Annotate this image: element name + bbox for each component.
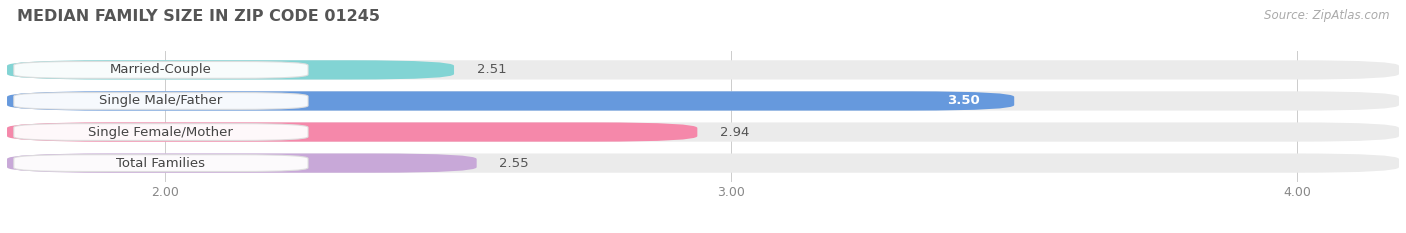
Text: Single Male/Father: Single Male/Father: [100, 94, 222, 107]
FancyBboxPatch shape: [7, 122, 697, 142]
Text: Total Families: Total Families: [117, 157, 205, 170]
FancyBboxPatch shape: [7, 91, 1014, 111]
FancyBboxPatch shape: [7, 60, 454, 79]
Text: 2.51: 2.51: [477, 63, 506, 76]
FancyBboxPatch shape: [14, 155, 308, 171]
FancyBboxPatch shape: [7, 154, 477, 173]
Text: Married-Couple: Married-Couple: [110, 63, 212, 76]
FancyBboxPatch shape: [7, 91, 1399, 111]
Text: Single Female/Mother: Single Female/Mother: [89, 126, 233, 139]
FancyBboxPatch shape: [7, 154, 1399, 173]
FancyBboxPatch shape: [14, 124, 308, 140]
Text: Source: ZipAtlas.com: Source: ZipAtlas.com: [1264, 9, 1389, 22]
FancyBboxPatch shape: [7, 60, 1399, 79]
FancyBboxPatch shape: [7, 122, 1399, 142]
Text: 2.94: 2.94: [720, 126, 749, 139]
Text: MEDIAN FAMILY SIZE IN ZIP CODE 01245: MEDIAN FAMILY SIZE IN ZIP CODE 01245: [17, 9, 380, 24]
Text: 3.50: 3.50: [948, 94, 980, 107]
FancyBboxPatch shape: [14, 93, 308, 109]
FancyBboxPatch shape: [14, 62, 308, 78]
Text: 2.55: 2.55: [499, 157, 529, 170]
